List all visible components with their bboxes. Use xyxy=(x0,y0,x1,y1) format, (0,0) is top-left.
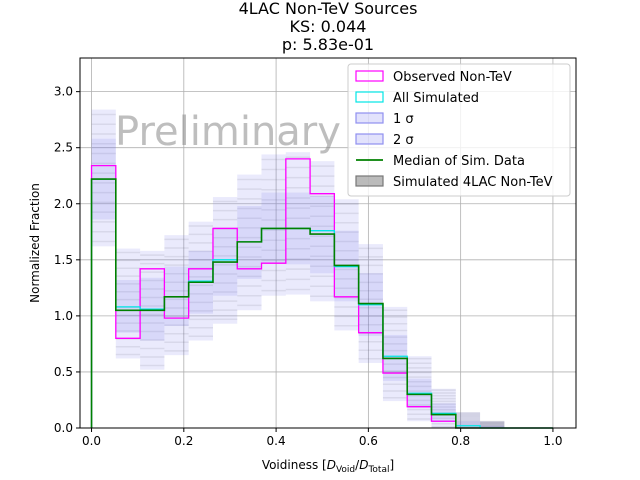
y-tick-label: 1.5 xyxy=(54,253,73,267)
legend-swatch-1sigma xyxy=(355,112,384,124)
chart-title: 4LAC Non-TeV Sources KS: 0.044 p: 5.83e-… xyxy=(239,0,418,54)
x-axis-label: Voidiness [DVoid/DTotal] xyxy=(262,458,394,475)
legend-swatch-2sigma xyxy=(355,133,384,145)
x-tick-label: 0.4 xyxy=(267,434,286,448)
band-2sigma-bin xyxy=(261,154,286,296)
band-2sigma-bin xyxy=(164,235,189,356)
title-line-1: 4LAC Non-TeV Sources xyxy=(239,0,418,18)
band-2sigma-bin xyxy=(91,109,116,247)
series-observed-non-tev xyxy=(90,158,553,429)
x-axis-ticks: 0.0 0.2 0.4 0.6 0.8 1.0 xyxy=(82,428,562,448)
y-axis-ticks: 0.0 0.5 1.0 1.5 2.0 2.5 3.0 xyxy=(54,85,80,435)
legend: Observed Non-TeV All Simulated 1 σ 2 σ Media… xyxy=(347,63,571,197)
x-tick-label: 0.0 xyxy=(82,434,101,448)
legend-label: 2 σ xyxy=(393,133,414,148)
series-lines xyxy=(90,158,553,429)
y-axis-label: Normalized Fraction xyxy=(28,183,42,303)
y-tick-label: 1.0 xyxy=(54,309,73,323)
legend-label: All Simulated xyxy=(393,91,479,106)
band-2sigma-bin xyxy=(407,356,432,422)
y-tick-label: 0.0 xyxy=(54,421,73,435)
legend-swatch-simulated-4lac xyxy=(355,175,384,187)
band-2sigma-bin xyxy=(382,306,408,402)
band-1sigma-bin xyxy=(431,403,456,422)
band-1sigma-bin xyxy=(455,421,481,428)
x-tick-label: 0.8 xyxy=(451,434,470,448)
legend-label: 1 σ xyxy=(393,112,414,127)
band-2sigma-bin xyxy=(115,248,141,359)
series-median-sim xyxy=(90,178,553,429)
band-2sigma-bin xyxy=(480,421,505,428)
legend-label: Median of Sim. Data xyxy=(393,154,525,169)
y-tick-label: 3.0 xyxy=(54,85,73,99)
x-tick-label: 0.6 xyxy=(359,434,378,448)
y-tick-label: 0.5 xyxy=(54,365,73,379)
y-tick-label: 2.0 xyxy=(54,197,73,211)
title-line-2: KS: 0.044 xyxy=(290,17,367,36)
band-2sigma-bin xyxy=(285,152,311,295)
title-line-3: p: 5.83e-01 xyxy=(282,35,374,54)
band-1sigma-bin xyxy=(480,425,505,428)
legend-label: Simulated 4LAC Non-TeV xyxy=(393,175,553,190)
y-tick-label: 2.5 xyxy=(54,141,73,155)
x-tick-label: 1.0 xyxy=(543,434,562,448)
band-2sigma-bin xyxy=(455,412,481,428)
legend-label: Observed Non-TeV xyxy=(393,70,512,85)
legend-swatch-observed xyxy=(355,70,384,82)
legend-swatch-all-simulated xyxy=(355,91,384,103)
plot-frame xyxy=(79,57,577,429)
preliminary-watermark: Preliminary xyxy=(115,109,341,155)
legend-box xyxy=(347,63,571,197)
x-tick-label: 0.2 xyxy=(174,434,193,448)
